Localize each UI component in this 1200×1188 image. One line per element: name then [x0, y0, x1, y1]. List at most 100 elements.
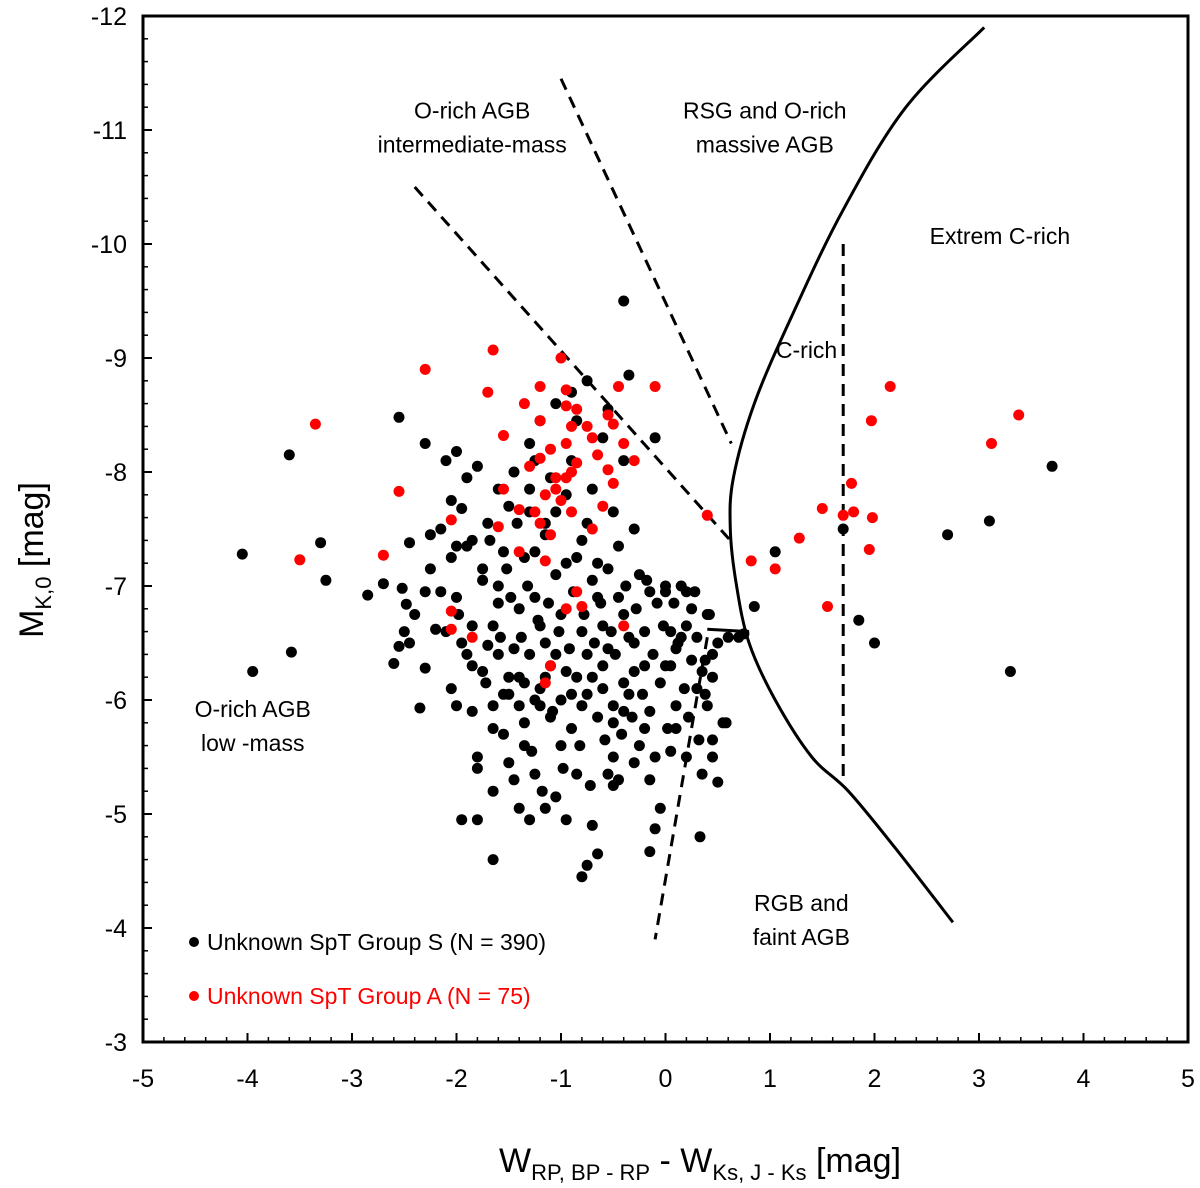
- region-label-line: massive AGB: [696, 132, 834, 158]
- scatter-point-group-s: [553, 626, 565, 638]
- scatter-point-group-s: [586, 574, 598, 586]
- scatter-point-group-a: [492, 521, 504, 533]
- scatter-point-group-s: [435, 523, 447, 535]
- scatter-point-group-a: [419, 363, 431, 375]
- scatter-point-group-a: [529, 506, 541, 518]
- scatter-point-group-s: [628, 637, 640, 649]
- scatter-point-group-a: [518, 398, 530, 410]
- scatter-point-group-s: [529, 546, 541, 558]
- scatter-point-group-a: [560, 603, 572, 615]
- scatter-point-group-s: [503, 671, 515, 683]
- scatter-point-group-s: [613, 540, 624, 552]
- scatter-point-group-a: [393, 485, 405, 497]
- scatter-point-group-s: [285, 646, 297, 658]
- scatter-point-group-s: [471, 751, 483, 763]
- x-tick-label: 4: [1077, 1065, 1091, 1093]
- scatter-point-group-a: [539, 489, 551, 501]
- scatter-point-group-s: [539, 637, 551, 649]
- scatter-point-group-a: [445, 514, 457, 526]
- x-tick-label: 3: [972, 1065, 986, 1093]
- scatter-point-group-s: [586, 671, 598, 683]
- scatter-point-group-s: [576, 700, 588, 712]
- scatter-point-group-s: [942, 529, 954, 541]
- y-axis-title-sub: K,0: [31, 577, 56, 610]
- scatter-point-group-a: [534, 517, 546, 529]
- scatter-point-group-s: [720, 717, 732, 729]
- scatter-point-group-s: [508, 774, 520, 786]
- x-axis-title-sub1: RP, BP - RP: [531, 1160, 650, 1185]
- y-tick-label: -4: [105, 915, 127, 943]
- scatter-point-group-s: [644, 774, 656, 786]
- scatter-point-group-s: [592, 711, 604, 723]
- scatter-point-group-s: [461, 648, 473, 660]
- scatter-point-group-a: [309, 418, 321, 430]
- scatter-point-group-a: [513, 504, 525, 516]
- scatter-point-group-s: [400, 598, 412, 610]
- scatter-point-group-s: [471, 460, 483, 472]
- scatter-point-group-s: [487, 620, 499, 632]
- scatter-point-group-s: [466, 620, 478, 632]
- scatter-point-group-s: [613, 591, 624, 603]
- scatter-point-group-s: [607, 700, 619, 712]
- scatter-point-group-s: [584, 780, 596, 791]
- scatter-point-group-a: [534, 381, 546, 392]
- x-axis-ticks: -5 -4 -3 -2 -1 0 1 2 3 4 5: [132, 1033, 1195, 1093]
- scatter-point-group-a: [837, 509, 849, 521]
- scatter-point-group-s: [471, 762, 483, 774]
- boundary-solid-curve: [728, 26, 986, 924]
- scatter-point-group-s: [1004, 666, 1016, 677]
- scatter-point-group-a: [482, 386, 494, 398]
- scatter-point-group-s: [456, 503, 468, 514]
- scatter-point-group-a: [586, 432, 598, 444]
- scatter-point-group-s: [396, 582, 408, 594]
- boundary-dashed-line: [413, 186, 732, 542]
- scatter-point-group-a: [550, 483, 562, 495]
- scatter-point-group-s: [560, 666, 572, 677]
- x-tick-label: -1: [550, 1065, 572, 1093]
- scatter-point-group-a: [534, 415, 546, 427]
- scatter-point-group-s: [534, 620, 546, 632]
- scatter-point-group-s: [487, 723, 499, 734]
- scatter-point-group-s: [571, 671, 583, 683]
- scatter-point-group-s: [515, 631, 527, 643]
- region-label: C-rich: [776, 337, 837, 363]
- scatter-point-group-a: [628, 455, 640, 467]
- scatter-point-group-s: [607, 751, 619, 763]
- x-axis-title-mid: - W: [650, 1142, 712, 1180]
- scatter-point-group-s: [498, 728, 509, 740]
- scatter-point-group-s: [616, 728, 628, 740]
- scatter-point-group-s: [675, 631, 687, 643]
- scatter-point-group-s: [586, 483, 598, 495]
- scatter-point-group-s: [670, 723, 682, 734]
- scatter-point-group-s: [639, 723, 651, 734]
- scatter-point-group-s: [247, 666, 259, 677]
- scatter-point-group-s: [639, 660, 651, 672]
- scatter-point-group-s: [769, 546, 781, 558]
- scatter-point-group-s: [511, 517, 523, 529]
- scatter-point-group-s: [581, 375, 593, 387]
- scatter-point-group-a: [445, 605, 457, 617]
- scatter-point-group-a: [445, 623, 457, 635]
- scatter-point-group-a: [571, 586, 583, 598]
- series-group-s: [236, 295, 1058, 883]
- scatter-point-group-s: [508, 466, 520, 478]
- scatter-point-group-s: [543, 597, 554, 609]
- scatter-point-group-s: [707, 751, 718, 763]
- scatter-point-group-s: [602, 768, 614, 780]
- scatter-point-group-s: [430, 623, 442, 635]
- scatter-point-group-s: [853, 614, 865, 626]
- x-tick-label: 1: [763, 1065, 777, 1093]
- scatter-point-group-a: [566, 420, 577, 432]
- scatter-point-group-a: [613, 381, 624, 392]
- scatter-point-group-s: [649, 823, 661, 835]
- scatter-point-group-a: [571, 457, 583, 469]
- scatter-point-group-s: [618, 609, 630, 620]
- series-group-a: [294, 344, 1025, 689]
- boundary-dashed-line: [559, 78, 733, 445]
- scatter-point-group-s: [696, 768, 708, 780]
- scatter-point-group-a: [571, 403, 583, 415]
- scatter-point-group-a: [884, 381, 896, 392]
- y-axis-title-base: M: [13, 610, 51, 638]
- y-axis-title: MK,0 [mag]: [13, 482, 56, 638]
